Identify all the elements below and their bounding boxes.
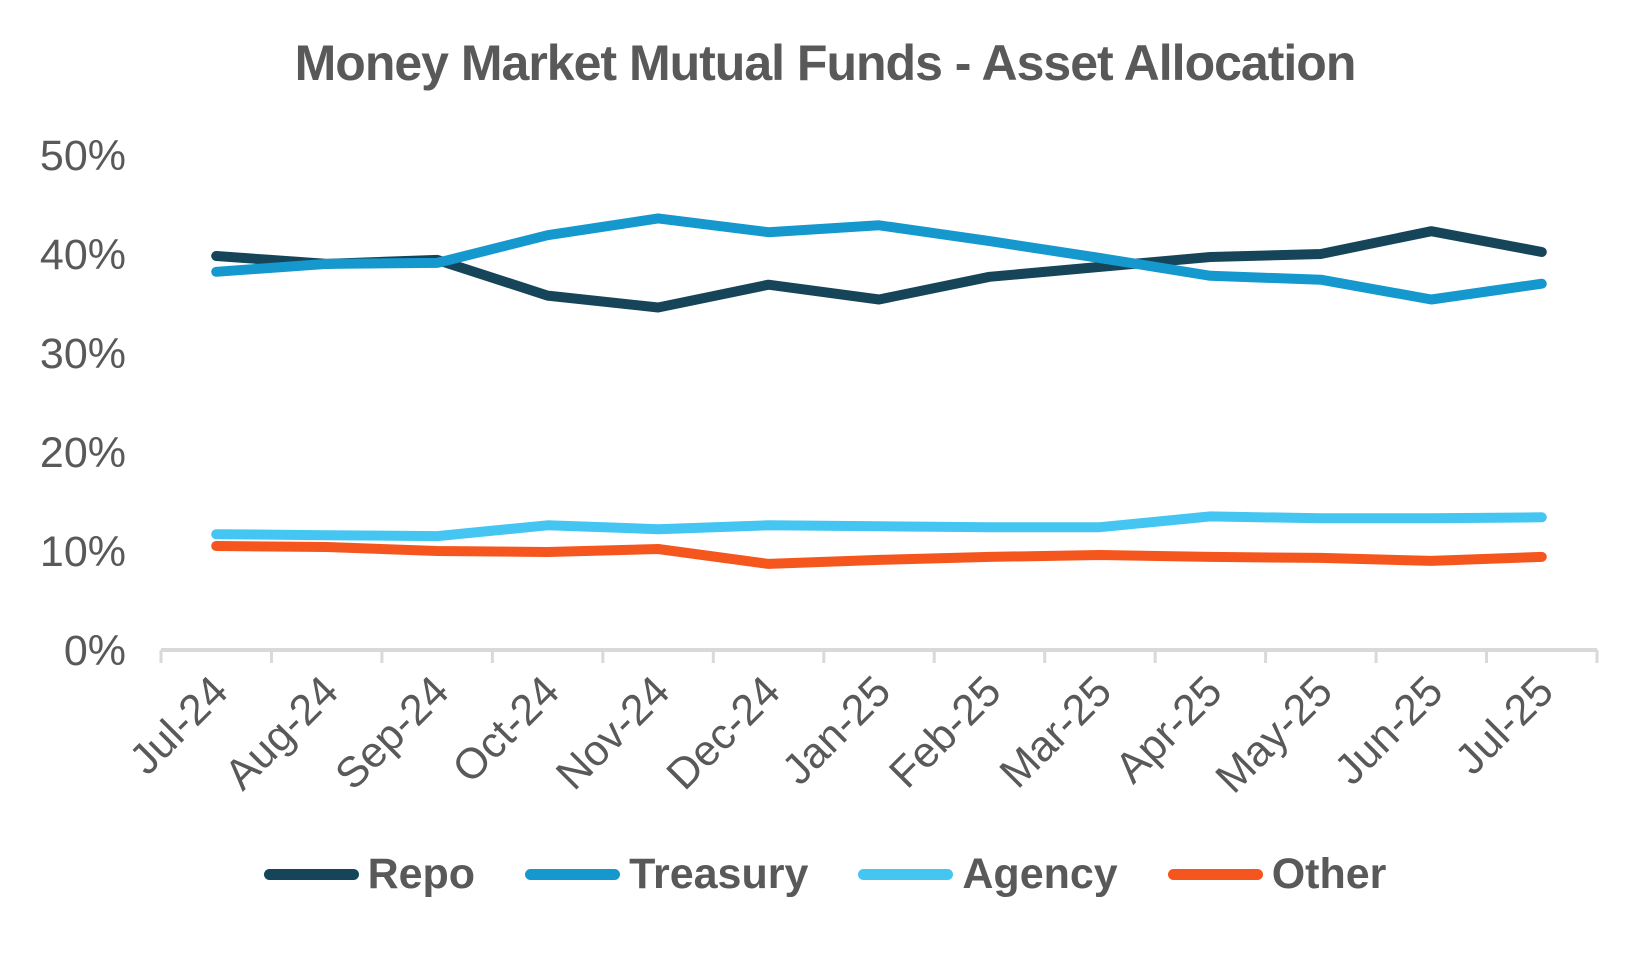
legend-label-other: Other	[1271, 850, 1387, 898]
other-line-swatch	[1167, 869, 1263, 880]
agency-line-swatch	[858, 869, 954, 880]
x-axis-label: Jun-25	[1325, 667, 1452, 794]
legend-item-agency: Agency	[858, 850, 1118, 899]
repo-line-swatch	[263, 869, 359, 880]
x-axis-label: Sep-24	[326, 667, 458, 799]
legend-item-repo: Repo	[263, 850, 476, 899]
y-axis-label: 10%	[40, 528, 126, 576]
chart-title: Money Market Mutual Funds - Asset Alloca…	[294, 35, 1357, 91]
treasury-line-swatch	[525, 869, 621, 880]
x-axis-label: Nov-24	[547, 667, 679, 799]
x-axis-label: Jan-25	[773, 667, 900, 794]
series-line-agency	[211, 511, 1547, 542]
x-axis-label: Aug-24	[216, 667, 348, 799]
series-line-other	[211, 541, 1547, 569]
legend-item-treasury: Treasury	[525, 850, 808, 899]
x-axis-label: Jul-25	[1446, 667, 1563, 784]
legend-label-treasury: Treasury	[629, 850, 809, 898]
x-axis-label: Dec-24	[658, 667, 790, 799]
y-axis-label: 50%	[40, 132, 126, 180]
legend-label-agency: Agency	[962, 850, 1118, 898]
series-line-treasury	[211, 213, 1547, 305]
x-axis-label: May-25	[1207, 667, 1342, 802]
x-axis-label: Mar-25	[991, 667, 1121, 797]
y-axis-label: 30%	[40, 330, 126, 378]
legend-item-other: Other	[1167, 850, 1387, 899]
series-line-repo	[211, 226, 1547, 313]
x-axis-label: Oct-24	[443, 667, 568, 792]
chart-legend: Repo Treasury Agency Other	[0, 850, 1650, 899]
y-axis-label: 40%	[40, 231, 126, 279]
legend-label-repo: Repo	[367, 850, 476, 898]
y-axis-label: 20%	[40, 429, 126, 477]
y-axis-label: 0%	[64, 627, 126, 675]
x-axis-label: Feb-25	[880, 667, 1010, 797]
